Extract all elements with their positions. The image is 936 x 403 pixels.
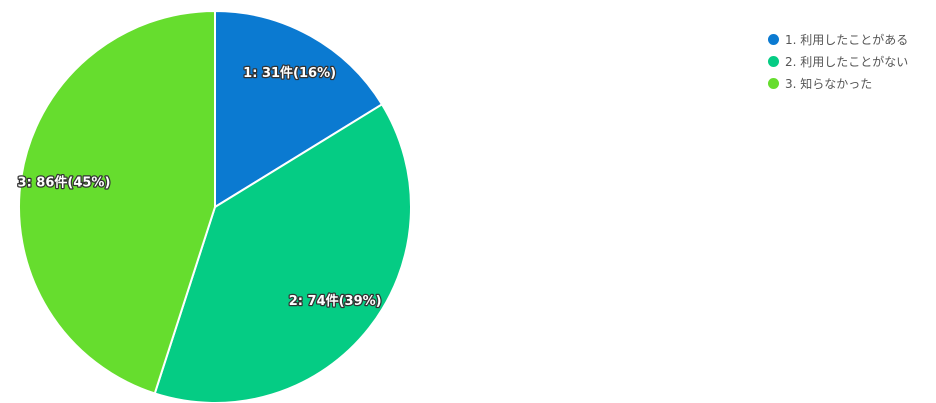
data-label-1: 1: 31件(16%) <box>243 65 336 81</box>
pie-slice-3 <box>18 9 216 395</box>
pie-chart: 1: 31件(16%) 2: 74件(39%) 3: 86件(45%) <box>16 9 412 403</box>
pie-slice-1 <box>214 9 384 209</box>
legend-dot-2 <box>768 56 779 67</box>
legend-dot-3 <box>768 78 779 89</box>
legend-label-3: 3. 知らなかった <box>785 77 873 91</box>
legend-dot-1 <box>768 34 779 45</box>
legend-label-1: 1. 利用したことがある <box>785 33 909 47</box>
legend-item-3: 3. 知らなかった <box>768 74 908 93</box>
pie-slices <box>18 9 412 403</box>
pie-data-labels: 1: 31件(16%) 2: 74件(39%) 3: 86件(45%) <box>16 64 383 310</box>
data-label-2: 2: 74件(39%) <box>289 293 382 309</box>
legend-item-1: 1. 利用したことがある <box>768 30 908 49</box>
legend-item-2: 2. 利用したことがない <box>768 52 908 71</box>
legend-label-2: 2. 利用したことがない <box>785 55 909 69</box>
data-label-3: 3: 86件(45%) <box>18 175 111 191</box>
legend: 1. 利用したことがある 2. 利用したことがない 3. 知らなかった <box>768 30 908 96</box>
